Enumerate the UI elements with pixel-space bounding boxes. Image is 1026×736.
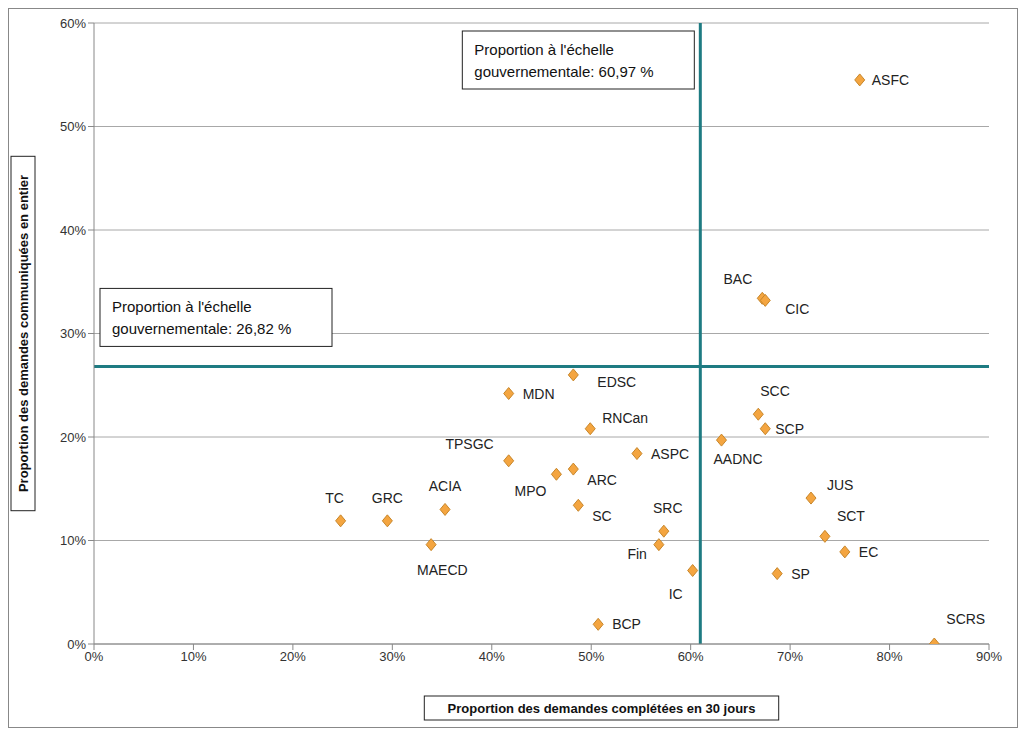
svg-text:20%: 20% xyxy=(60,430,86,445)
svg-text:90%: 90% xyxy=(976,649,1002,664)
svg-text:ASPC: ASPC xyxy=(651,446,689,462)
svg-text:50%: 50% xyxy=(578,649,604,664)
svg-text:JUS: JUS xyxy=(827,477,853,493)
svg-text:Proportion des demandes commun: Proportion des demandes communiquées en … xyxy=(16,175,31,492)
svg-text:20%: 20% xyxy=(280,649,306,664)
svg-text:gouvernementale: 60,97 %: gouvernementale: 60,97 % xyxy=(474,63,653,80)
svg-text:10%: 10% xyxy=(60,533,86,548)
svg-text:TPSGC: TPSGC xyxy=(445,436,493,452)
svg-text:ARC: ARC xyxy=(587,472,617,488)
svg-text:40%: 40% xyxy=(60,223,86,238)
svg-text:SCT: SCT xyxy=(837,508,865,524)
svg-text:0%: 0% xyxy=(67,637,86,652)
svg-text:SCC: SCC xyxy=(760,383,790,399)
svg-text:SCP: SCP xyxy=(775,421,804,437)
svg-text:60%: 60% xyxy=(678,649,704,664)
svg-text:EDSC: EDSC xyxy=(597,374,636,390)
svg-text:RNCan: RNCan xyxy=(602,410,648,426)
svg-text:Fin: Fin xyxy=(627,546,646,562)
svg-text:IC: IC xyxy=(669,586,683,602)
svg-text:MDN: MDN xyxy=(523,386,555,402)
svg-text:MPO: MPO xyxy=(515,483,547,499)
svg-text:SCRS: SCRS xyxy=(946,611,985,627)
svg-text:30%: 30% xyxy=(60,326,86,341)
svg-text:TC: TC xyxy=(325,490,344,506)
svg-text:50%: 50% xyxy=(60,119,86,134)
svg-text:SC: SC xyxy=(592,508,611,524)
svg-text:Proportion à l'échelle: Proportion à l'échelle xyxy=(474,41,614,58)
svg-text:GRC: GRC xyxy=(372,490,403,506)
svg-text:60%: 60% xyxy=(60,16,86,31)
svg-text:Proportion des demandes complé: Proportion des demandes complétées en 30… xyxy=(448,701,756,716)
svg-text:gouvernementale: 26,82 %: gouvernementale: 26,82 % xyxy=(112,320,291,337)
svg-text:0%: 0% xyxy=(85,649,104,664)
svg-text:SP: SP xyxy=(791,566,810,582)
svg-text:BAC: BAC xyxy=(723,271,752,287)
svg-text:ACIA: ACIA xyxy=(429,478,462,494)
svg-text:CIC: CIC xyxy=(785,301,809,317)
svg-text:80%: 80% xyxy=(877,649,903,664)
svg-text:70%: 70% xyxy=(777,649,803,664)
svg-text:SRC: SRC xyxy=(653,500,683,516)
svg-text:40%: 40% xyxy=(479,649,505,664)
svg-text:MAECD: MAECD xyxy=(417,562,468,578)
svg-text:EC: EC xyxy=(859,544,878,560)
svg-text:AADNC: AADNC xyxy=(713,451,762,467)
svg-text:ASFC: ASFC xyxy=(872,72,909,88)
svg-text:BCP: BCP xyxy=(612,616,641,632)
svg-text:30%: 30% xyxy=(379,649,405,664)
svg-text:10%: 10% xyxy=(180,649,206,664)
svg-text:Proportion à l'échelle: Proportion à l'échelle xyxy=(112,298,252,315)
